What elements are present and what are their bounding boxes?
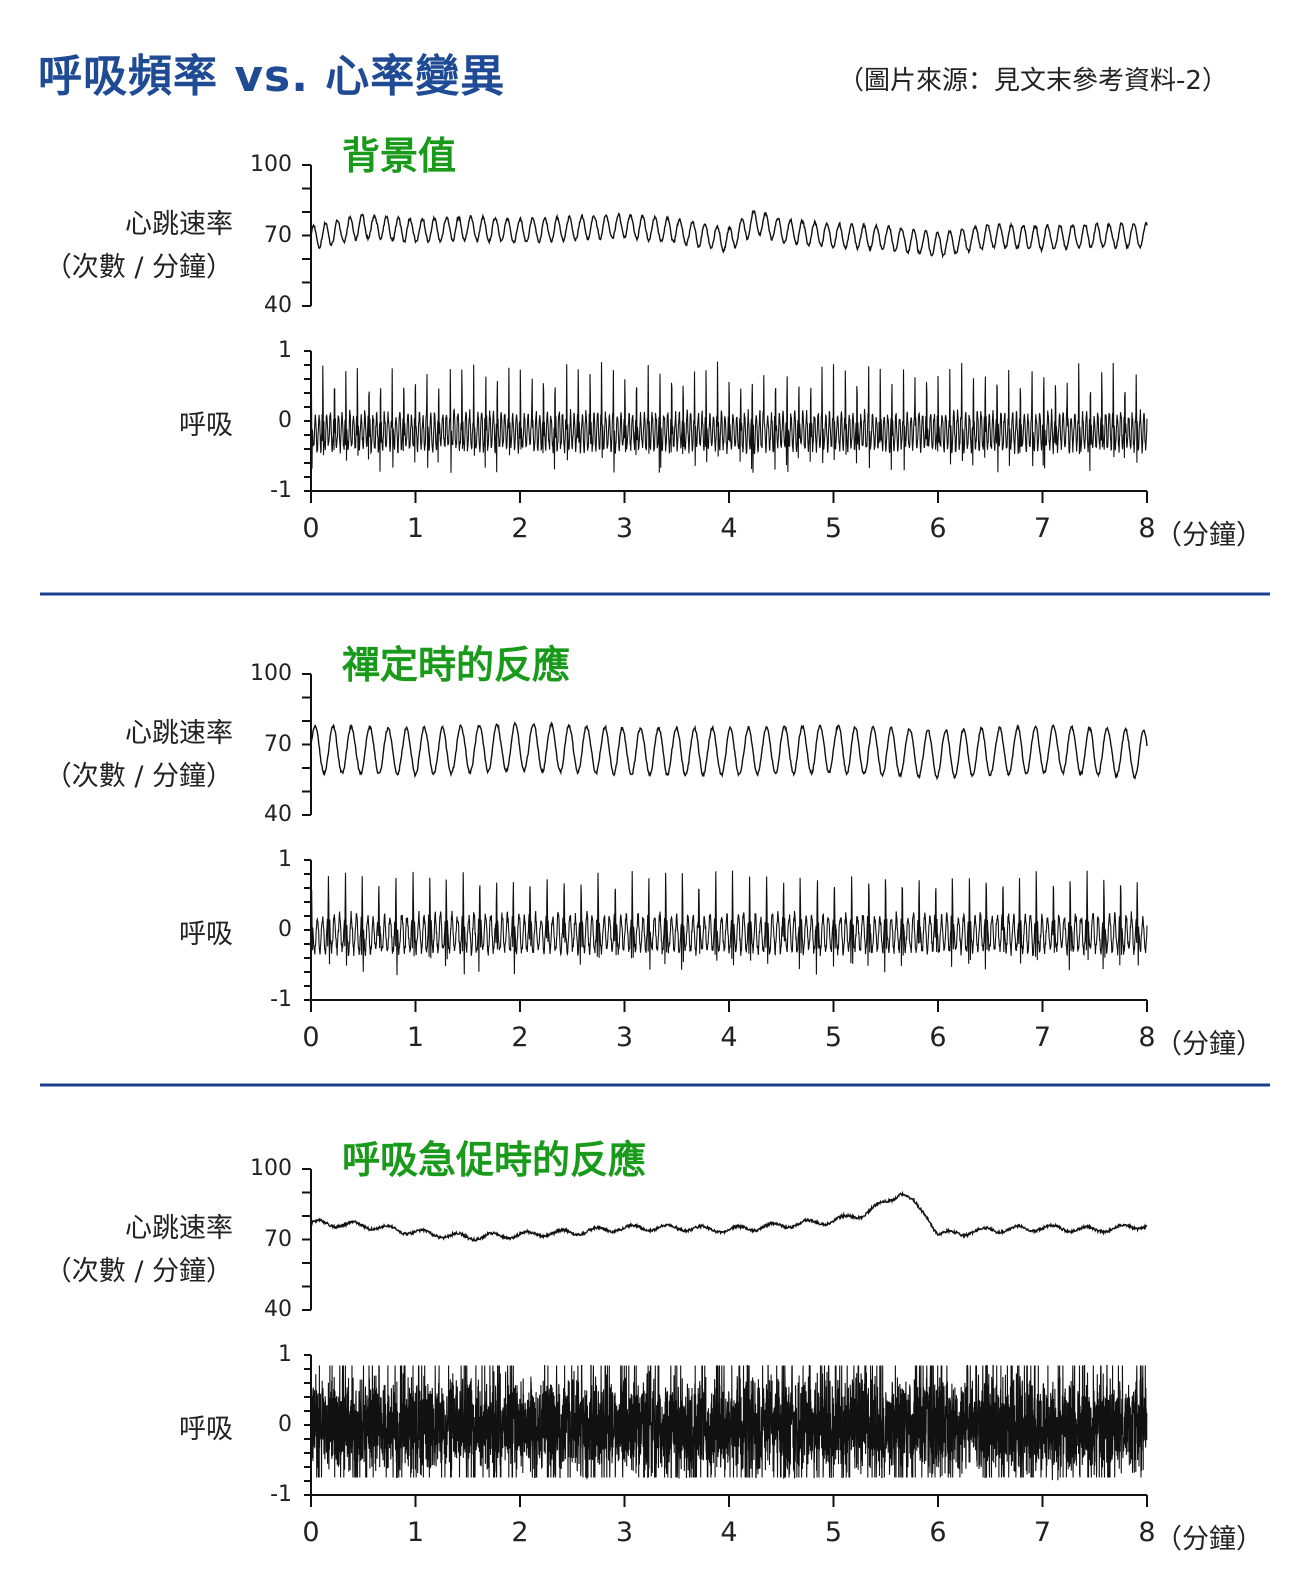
heart-rate-tick-label: 100 bbox=[250, 661, 292, 686]
heart-rate-axis-label: 心跳速率 bbox=[125, 718, 233, 749]
heart-rate-tick-label: 70 bbox=[264, 731, 292, 757]
respiration-trace bbox=[310, 870, 1148, 976]
time-unit-label: （分鐘） bbox=[1155, 1029, 1263, 1060]
time-tick-label: 3 bbox=[615, 1022, 634, 1053]
time-tick-label: 2 bbox=[511, 1022, 529, 1053]
heart-rate-tick-label: 40 bbox=[264, 802, 292, 827]
figure-title: 呼吸頻率 vs. 心率變異 bbox=[38, 51, 506, 102]
time-tick-label: 5 bbox=[824, 1517, 843, 1548]
time-tick-label: 5 bbox=[824, 513, 843, 544]
time-tick-label: 6 bbox=[929, 513, 947, 544]
heart-rate-unit-label: （次數 / 分鐘） bbox=[44, 252, 233, 283]
heart-rate-tick-label: 70 bbox=[264, 1226, 292, 1252]
respiration-tick-label: 0 bbox=[278, 917, 292, 942]
time-tick-label: 4 bbox=[720, 1517, 738, 1548]
time-tick-label: 8 bbox=[1138, 1517, 1156, 1548]
time-tick-label: 7 bbox=[1033, 1517, 1052, 1548]
time-tick-label: 7 bbox=[1033, 513, 1052, 544]
respiration-axis-label: 呼吸 bbox=[179, 410, 233, 441]
time-tick-label: 1 bbox=[406, 1517, 425, 1548]
time-tick-label: 1 bbox=[406, 1022, 425, 1053]
time-tick-label: 0 bbox=[302, 513, 320, 544]
respiration-tick-label: 1 bbox=[278, 1342, 292, 1367]
heart-rate-tick-label: 100 bbox=[250, 152, 292, 177]
time-tick-label: 3 bbox=[615, 1517, 634, 1548]
time-tick-label: 7 bbox=[1033, 1022, 1052, 1053]
heart-rate-trace bbox=[310, 721, 1148, 781]
heart-rate-unit-label: （次數 / 分鐘） bbox=[44, 1256, 233, 1287]
respiration-tick-label: -1 bbox=[270, 1482, 292, 1507]
respiration-axis-label: 呼吸 bbox=[179, 919, 233, 950]
heart-rate-trace bbox=[310, 1190, 1148, 1243]
respiration-axis-label: 呼吸 bbox=[179, 1414, 233, 1445]
respiration-tick-label: 0 bbox=[278, 1412, 292, 1437]
respiration-tick-label: 1 bbox=[278, 847, 292, 872]
time-tick-label: 8 bbox=[1138, 513, 1156, 544]
heart-rate-axis-label: 心跳速率 bbox=[125, 209, 233, 240]
source-note: （圖片來源：見文末參考資料-2） bbox=[838, 66, 1228, 96]
time-tick-label: 6 bbox=[929, 1022, 947, 1053]
heart-rate-tick-label: 40 bbox=[264, 1297, 292, 1322]
time-tick-label: 3 bbox=[615, 513, 634, 544]
time-unit-label: （分鐘） bbox=[1155, 520, 1263, 551]
heart-rate-tick-label: 70 bbox=[264, 222, 292, 248]
panel-title: 背景值 bbox=[342, 134, 457, 178]
respiration-tick-label: -1 bbox=[270, 478, 292, 503]
time-tick-label: 0 bbox=[302, 1517, 320, 1548]
time-tick-label: 0 bbox=[302, 1022, 320, 1053]
respiration-tick-label: 1 bbox=[278, 338, 292, 363]
time-unit-label: （分鐘） bbox=[1155, 1524, 1263, 1555]
panel-title: 呼吸急促時的反應 bbox=[342, 1138, 647, 1182]
time-tick-label: 4 bbox=[720, 1022, 738, 1053]
time-tick-label: 6 bbox=[929, 1517, 947, 1548]
time-tick-label: 2 bbox=[511, 1517, 529, 1548]
time-tick-label: 4 bbox=[720, 513, 738, 544]
panel-title: 禪定時的反應 bbox=[342, 643, 571, 687]
heart-rate-trace bbox=[310, 209, 1148, 259]
heart-rate-unit-label: （次數 / 分鐘） bbox=[44, 761, 233, 792]
heart-rate-axis-label: 心跳速率 bbox=[125, 1213, 233, 1244]
respiration-trace bbox=[310, 1364, 1148, 1481]
time-tick-label: 8 bbox=[1138, 1022, 1156, 1053]
time-tick-label: 1 bbox=[406, 513, 425, 544]
heart-rate-tick-label: 100 bbox=[250, 1156, 292, 1181]
time-tick-label: 5 bbox=[824, 1022, 843, 1053]
time-tick-label: 2 bbox=[511, 513, 529, 544]
respiration-tick-label: -1 bbox=[270, 987, 292, 1012]
respiration-trace bbox=[310, 361, 1148, 473]
heart-rate-tick-label: 40 bbox=[264, 293, 292, 318]
respiration-tick-label: 0 bbox=[278, 408, 292, 433]
